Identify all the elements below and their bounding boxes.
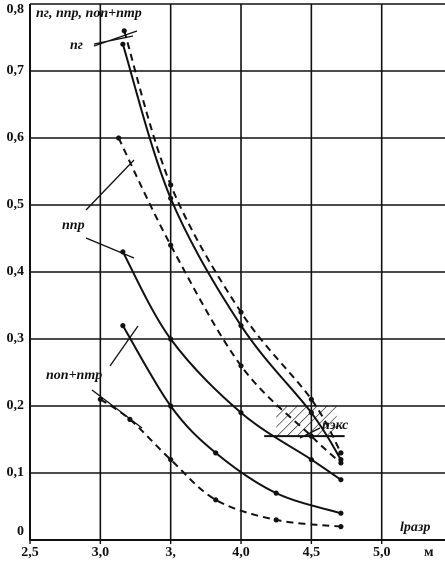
leader-line [93, 30, 138, 47]
data-point [168, 182, 174, 188]
annotation: nпр [62, 218, 85, 233]
data-point [338, 460, 344, 466]
y-tick-label: 0,3 [7, 331, 25, 346]
data-point [338, 477, 344, 483]
data-point [213, 450, 219, 456]
x-tick-label: 5,0 [373, 545, 391, 560]
data-point [120, 41, 126, 47]
data-point [168, 195, 174, 201]
data-point [238, 410, 244, 416]
data-point [273, 490, 279, 496]
data-point [168, 403, 174, 409]
data-point [213, 497, 219, 503]
data-point [338, 450, 344, 456]
leader-line [93, 35, 134, 45]
y-axis-title: nг, nпр, nоп+nтр [36, 6, 142, 21]
x-tick-label: 3,0 [92, 545, 110, 560]
leader-line [91, 389, 143, 429]
x-tick-label: 4,0 [232, 545, 250, 560]
data-point [308, 396, 314, 402]
x-unit: м [424, 545, 434, 560]
x-tick-label: 2,5 [21, 545, 39, 560]
y-tick-label: 0 [17, 524, 24, 539]
y-tick-label: 0,7 [7, 63, 25, 78]
leader-line [85, 159, 135, 211]
y-tick-label: 0,2 [7, 398, 25, 413]
data-point [338, 524, 344, 530]
y-tick-label: 0,5 [7, 197, 25, 212]
y-tick-label: 0,1 [7, 465, 25, 480]
x-axis-title: lразр [400, 520, 430, 535]
data-point [238, 363, 244, 369]
curve [121, 251, 342, 481]
data-point [116, 135, 122, 141]
x-tick-label: 4,5 [303, 545, 321, 560]
data-point [168, 457, 174, 463]
y-tick-label: 0,4 [7, 264, 25, 279]
leader-line [109, 325, 139, 367]
data-point [273, 517, 279, 523]
data-point [308, 433, 314, 439]
leader-line [299, 427, 321, 439]
annotation: nг [70, 38, 83, 53]
data-point [120, 323, 126, 329]
data-point [168, 242, 174, 248]
x-tick-label: 3, [165, 545, 176, 560]
curve [117, 137, 342, 464]
data-point [338, 510, 344, 516]
data-point [238, 309, 244, 315]
annotation: nэкс [322, 418, 349, 433]
data-point [168, 336, 174, 342]
y-tick-label: 0,8 [7, 2, 25, 17]
data-point [308, 457, 314, 463]
leader-line [85, 237, 135, 259]
y-tick-label: 0,6 [7, 130, 25, 145]
data-point [308, 410, 314, 416]
annotation: nоп+nтр [46, 368, 102, 383]
data-point [238, 323, 244, 329]
data-point [121, 28, 127, 34]
